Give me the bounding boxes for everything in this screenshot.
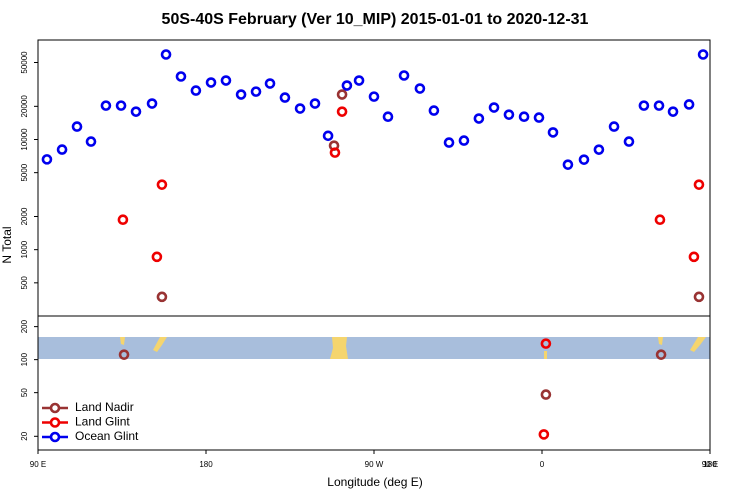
marker xyxy=(458,135,470,146)
marker xyxy=(414,83,426,94)
x-axis-label: Longitude (deg E) xyxy=(327,475,422,489)
marker xyxy=(540,338,552,349)
x-tick-label: 90 W xyxy=(365,460,384,469)
marker xyxy=(593,144,605,155)
legend-marker xyxy=(49,431,61,443)
marker xyxy=(443,137,455,148)
marker xyxy=(538,429,550,440)
marker xyxy=(547,127,559,138)
marker xyxy=(336,106,348,117)
marker xyxy=(151,251,163,263)
marker xyxy=(653,100,665,111)
x-tick-label: 90 E xyxy=(30,460,46,469)
marker xyxy=(156,179,168,190)
marker xyxy=(329,147,341,158)
y-tick-label: 20000 xyxy=(20,95,29,118)
y-tick-label: 2000 xyxy=(20,207,29,225)
marker xyxy=(533,112,545,123)
marker xyxy=(488,102,500,113)
x-tick-label: 180 xyxy=(199,460,213,469)
legend-label: Land Glint xyxy=(75,415,130,429)
marker xyxy=(608,121,620,132)
y-axis-label: N Total xyxy=(0,226,14,263)
marker xyxy=(693,291,705,303)
marker xyxy=(398,70,410,81)
marker xyxy=(578,154,590,165)
marker xyxy=(655,349,667,360)
marker xyxy=(341,80,353,91)
marker xyxy=(205,77,217,88)
legend-label: Ocean Glint xyxy=(75,429,139,443)
marker xyxy=(56,144,68,155)
marker xyxy=(428,105,440,116)
marker xyxy=(160,49,172,60)
marker xyxy=(638,100,650,111)
marker xyxy=(336,89,348,100)
marker xyxy=(100,100,112,111)
marker xyxy=(667,106,679,117)
marker xyxy=(279,92,291,103)
marker xyxy=(250,86,262,97)
marker xyxy=(693,179,705,190)
marker xyxy=(220,75,232,86)
marker xyxy=(85,136,97,147)
y-tick-label: 50000 xyxy=(20,51,29,74)
legend-label: Land Nadir xyxy=(75,400,134,414)
legend-marker xyxy=(49,402,61,414)
marker xyxy=(115,100,127,111)
y-tick-label: 1000 xyxy=(20,240,29,258)
chart-title: 50S-40S February (Ver 10_MIP) 2015-01-01… xyxy=(162,11,589,28)
marker xyxy=(518,111,530,123)
marker xyxy=(264,78,276,89)
legend-marker xyxy=(49,417,61,428)
marker xyxy=(368,91,380,102)
marker xyxy=(117,214,129,226)
land-patches xyxy=(120,337,706,359)
y-tick-label: 200 xyxy=(20,319,29,333)
y-tick-label: 20 xyxy=(20,431,29,440)
y-tick-label: 5000 xyxy=(20,163,29,181)
surface-strip xyxy=(38,337,710,359)
y-tick-label: 50 xyxy=(20,388,29,397)
marker xyxy=(562,159,574,170)
marker xyxy=(130,106,142,117)
marker xyxy=(688,251,700,263)
marker xyxy=(353,75,365,86)
marker xyxy=(294,103,306,114)
marker xyxy=(654,214,666,226)
marker xyxy=(683,99,695,110)
marker xyxy=(175,71,187,82)
y-tick-label: 10000 xyxy=(20,128,29,151)
y-tick-label: 500 xyxy=(20,276,29,290)
y-tick-label: 100 xyxy=(20,352,29,366)
marker xyxy=(146,98,158,109)
marker xyxy=(322,130,334,142)
marker xyxy=(697,49,709,60)
x-tick-label: 180 xyxy=(703,460,717,469)
x-tick-label: 90 E xyxy=(702,460,718,469)
marker xyxy=(235,89,247,100)
marker xyxy=(473,113,485,124)
x-tick-label: 0 xyxy=(540,460,545,469)
marker xyxy=(41,154,53,165)
marker xyxy=(71,121,83,132)
marker xyxy=(623,136,635,147)
marker xyxy=(382,111,394,123)
marker xyxy=(190,85,202,96)
marker xyxy=(309,98,321,109)
marker xyxy=(540,389,552,400)
marker xyxy=(156,291,168,303)
marker xyxy=(118,349,130,360)
ocean-band xyxy=(38,337,710,359)
marker xyxy=(503,109,515,120)
